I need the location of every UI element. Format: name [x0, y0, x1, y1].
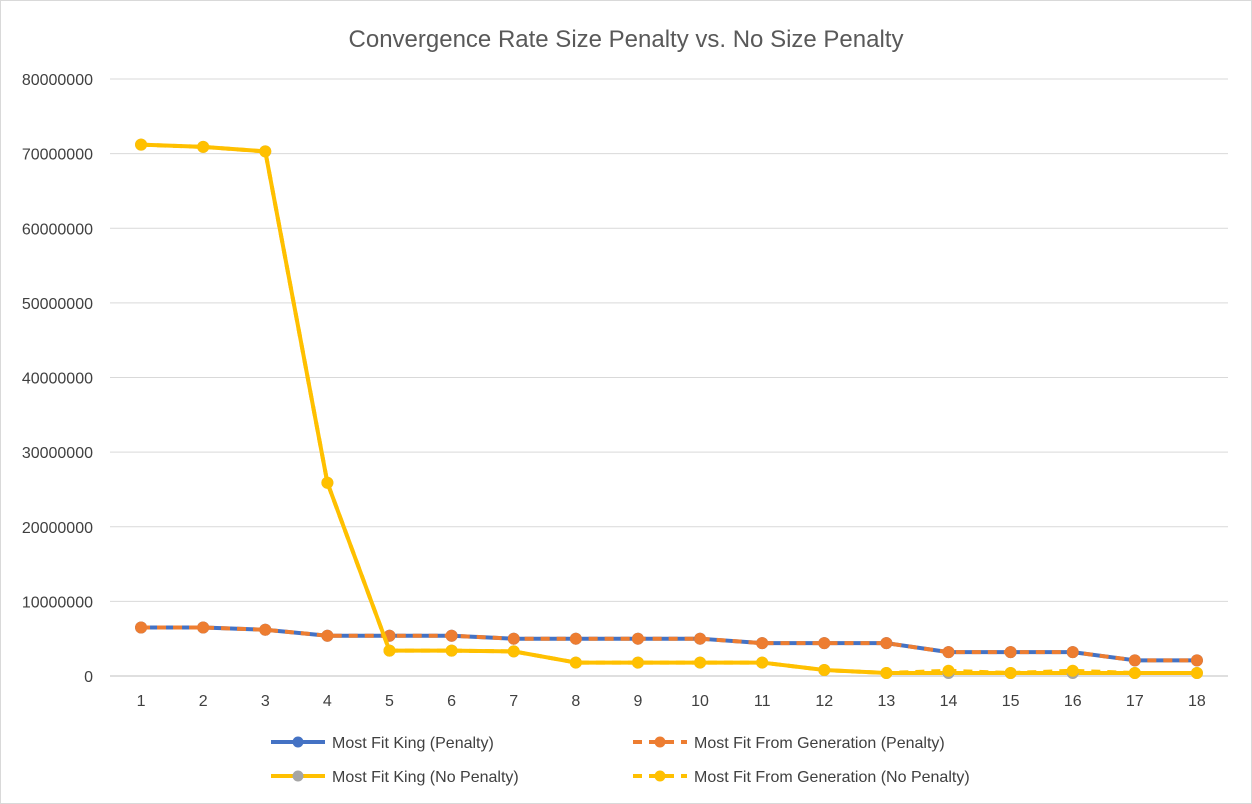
- legend-swatch-marker: [654, 770, 666, 782]
- y-tick-label: 30000000: [22, 445, 93, 462]
- data-point: [1066, 664, 1079, 677]
- x-tick-label: 12: [815, 693, 833, 710]
- y-tick-label: 50000000: [22, 296, 93, 313]
- x-tick-label: 10: [691, 693, 709, 710]
- data-point: [197, 140, 210, 153]
- legend-item: Most Fit From Generation (No Penalty): [633, 769, 970, 786]
- data-point: [569, 656, 582, 669]
- legend-item: Most Fit King (Penalty): [271, 735, 494, 752]
- series-line: [141, 625, 1197, 663]
- data-point: [1004, 667, 1017, 680]
- data-point: [1066, 646, 1079, 659]
- data-point: [507, 632, 520, 645]
- gridlines: [110, 78, 1228, 602]
- x-tick-label: 17: [1126, 693, 1144, 710]
- data-point: [818, 637, 831, 650]
- data-point: [569, 632, 582, 645]
- x-tick-label: 8: [571, 693, 580, 710]
- series-line: [140, 142, 1197, 676]
- data-point: [445, 629, 458, 642]
- data-point: [259, 623, 272, 636]
- y-tick-label: 40000000: [22, 371, 93, 388]
- data-point: [321, 476, 334, 489]
- data-point: [197, 621, 210, 634]
- data-point: [942, 664, 955, 677]
- data-point: [1190, 667, 1203, 680]
- y-tick-label: 20000000: [22, 520, 93, 537]
- data-point: [321, 629, 334, 642]
- data-point: [383, 644, 396, 657]
- chart-title: Convergence Rate Size Penalty vs. No Siz…: [349, 26, 904, 53]
- data-point: [631, 656, 644, 669]
- data-point: [756, 637, 769, 650]
- y-tick-label: 80000000: [22, 72, 93, 89]
- data-point: [694, 632, 707, 645]
- x-tick-label: 4: [323, 693, 332, 710]
- data-point: [1128, 654, 1141, 667]
- legend-item: Most Fit From Generation (Penalty): [633, 735, 945, 752]
- x-tick-label: 1: [137, 693, 146, 710]
- x-tick-label: 2: [199, 693, 208, 710]
- data-point: [1190, 654, 1203, 667]
- data-point: [135, 138, 148, 151]
- x-tick-label: 11: [754, 693, 771, 710]
- legend: Most Fit King (Penalty) Most Fit From Gen…: [271, 735, 970, 786]
- data-point: [880, 637, 893, 650]
- x-tick-label: 5: [385, 693, 394, 710]
- data-point: [942, 646, 955, 659]
- series-group: [135, 138, 1203, 680]
- data-point: [818, 664, 831, 677]
- x-tick-label: 13: [877, 693, 895, 710]
- series-2: [135, 621, 1203, 667]
- legend-swatch-marker: [292, 770, 304, 782]
- x-tick-label: 14: [940, 693, 958, 710]
- y-tick-label: 0: [84, 669, 93, 686]
- data-point: [694, 656, 707, 669]
- x-tick-label: 16: [1064, 693, 1082, 710]
- data-point: [507, 645, 520, 658]
- legend-item: Most Fit King (No Penalty): [271, 769, 519, 786]
- legend-swatch-marker: [292, 736, 304, 748]
- y-tick-label: 60000000: [22, 221, 93, 238]
- x-tick-label: 3: [261, 693, 270, 710]
- data-point: [259, 145, 272, 158]
- legend-label: Most Fit From Generation (No Penalty): [694, 769, 970, 786]
- data-point: [1128, 667, 1141, 680]
- data-point: [880, 667, 893, 680]
- x-tick-label: 9: [633, 693, 642, 710]
- legend-label: Most Fit King (Penalty): [332, 735, 494, 752]
- series-4: [135, 138, 1203, 680]
- y-tick-label: 10000000: [22, 594, 93, 611]
- axes: 0 10000000 20000000 30000000 40000000 5000000…: [22, 72, 1228, 710]
- legend-label: Most Fit King (No Penalty): [332, 769, 519, 786]
- data-point: [756, 656, 769, 669]
- x-tick-label: 15: [1002, 693, 1020, 710]
- data-point: [1004, 646, 1017, 659]
- data-point: [135, 621, 148, 634]
- y-tick-label: 70000000: [22, 147, 93, 164]
- data-point: [445, 644, 458, 657]
- data-point: [631, 632, 644, 645]
- x-tick-label: 18: [1188, 693, 1206, 710]
- legend-swatch-marker: [654, 736, 666, 748]
- x-tick-label: 6: [447, 693, 456, 710]
- x-tick-label: 7: [509, 693, 518, 710]
- legend-label: Most Fit From Generation (Penalty): [694, 735, 945, 752]
